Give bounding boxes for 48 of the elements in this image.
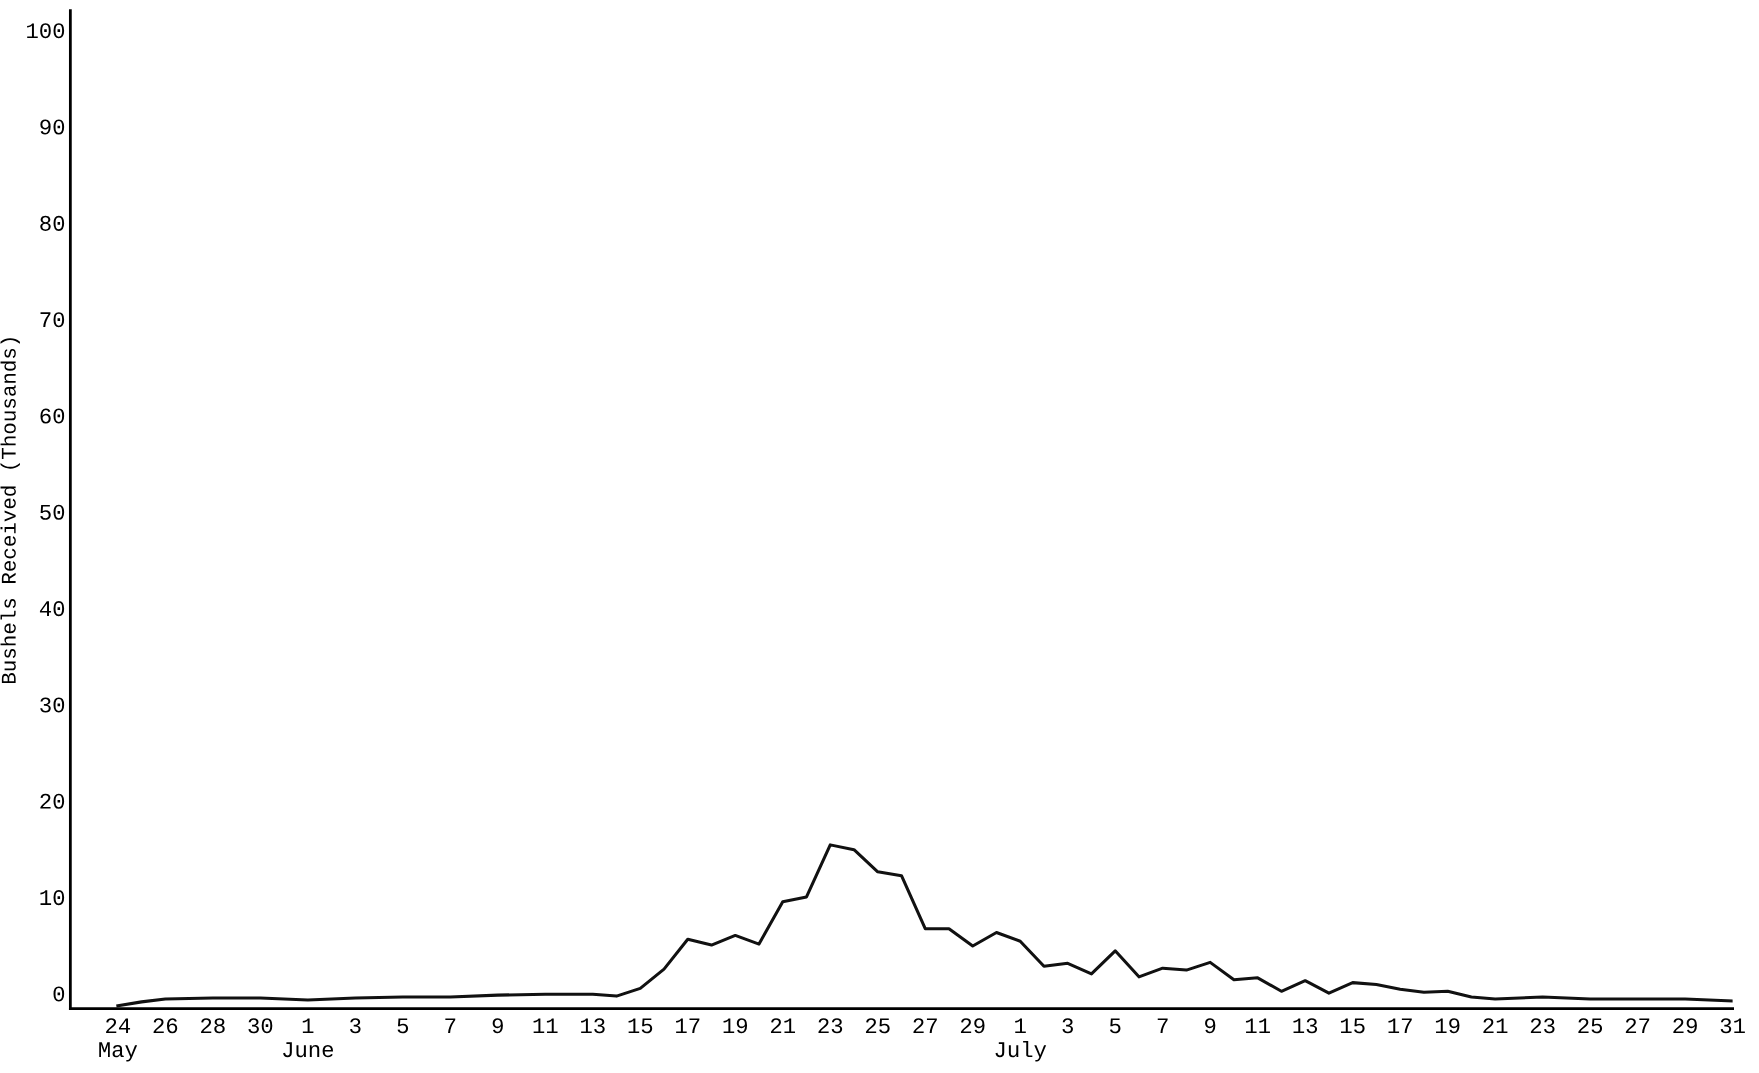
x-tick-label: 9 — [1205, 1018, 1216, 1034]
x-tick-label: 7 — [445, 1018, 456, 1034]
x-tick-label: 3 — [1062, 1018, 1073, 1034]
x-tick-label: 11 — [1245, 1018, 1270, 1034]
x-tick-label: 27 — [1625, 1018, 1650, 1034]
x-tick-label: 5 — [1109, 1018, 1121, 1034]
x-tick-label: 13 — [1293, 1018, 1318, 1034]
x-tick-label: 23 — [1530, 1018, 1555, 1034]
y-tick-label: 100 — [27, 23, 65, 39]
x-tick-label: 24 May — [99, 1018, 138, 1062]
x-tick-label: 26 — [153, 1018, 178, 1034]
x-tick-label: 29 — [960, 1018, 985, 1034]
y-tick-label: 40 — [39, 601, 65, 617]
x-tick-label: 19 — [723, 1018, 748, 1034]
x-tick-label: 9 — [492, 1018, 503, 1034]
y-tick-label: 50 — [40, 504, 65, 520]
x-tick-label: 13 — [581, 1018, 605, 1034]
line-series — [116, 843, 1733, 1008]
x-tick-label: 31 — [1720, 1018, 1745, 1034]
x-tick-label: 27 — [913, 1018, 937, 1034]
x-tick-label: 1 June — [283, 1018, 334, 1058]
x-tick-label: 11 — [533, 1018, 558, 1034]
x-tick-label: 28 — [201, 1018, 225, 1034]
x-tick-label: 17 — [1388, 1018, 1412, 1034]
x-tick-label: 30 — [248, 1018, 273, 1034]
y-tick-label: 0 — [53, 986, 65, 1002]
y-axis-title: Bushels Received (Thousands) — [0, 338, 20, 684]
x-tick-label: 3 — [350, 1018, 361, 1034]
x-tick-label: 19 — [1435, 1018, 1460, 1034]
x-tick-label: 21 — [1483, 1018, 1508, 1034]
x-tick-label: 29 — [1673, 1018, 1697, 1034]
x-tick-label: 15 — [628, 1018, 653, 1034]
x-tick-label: 17 — [676, 1018, 700, 1034]
y-tick-label: 20 — [40, 793, 65, 809]
x-tick-label: 15 — [1340, 1018, 1365, 1034]
y-tick-label: 30 — [40, 697, 65, 713]
x-tick-label: 21 — [770, 1018, 796, 1034]
x-tick-label: 5 — [397, 1018, 409, 1034]
y-tick-label: 90 — [40, 119, 65, 135]
y-tick-label: 70 — [40, 312, 65, 328]
x-tick-label: 25 — [865, 1018, 890, 1034]
x-tick-label: 25 — [1578, 1018, 1603, 1034]
x-tick-label: 23 — [818, 1018, 843, 1034]
x-tick-label: 7 — [1157, 1018, 1168, 1034]
y-tick-label: 80 — [40, 215, 65, 231]
y-tick-label: 60 — [40, 408, 65, 424]
y-tick-label: 10 — [40, 890, 65, 906]
x-tick-label: 1 July — [995, 1018, 1047, 1062]
